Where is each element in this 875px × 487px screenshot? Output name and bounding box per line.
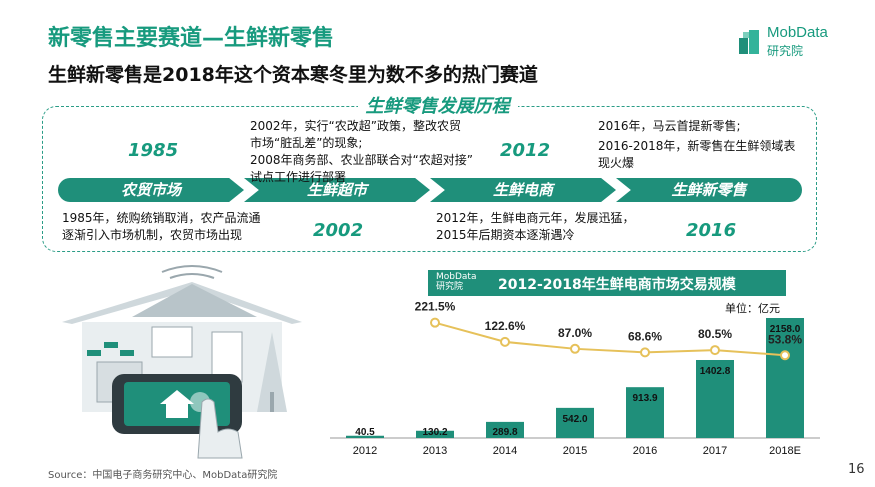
bar-value-label: 2158.0 [770,324,801,335]
growth-label: 80.5% [698,327,732,341]
stage-desc-4: 2016年，马云首提新零售; 2016-2018年，新零售在生鲜领域表 现火爆 [598,119,796,170]
growth-label: 68.6% [628,329,662,343]
x-tick-label: 2018E [769,445,801,457]
page-title: 新零售主要赛道—生鲜新零售 [48,26,335,51]
growth-line [434,321,786,357]
stage-year-3: 2012 [500,140,551,161]
stage-year-2: 2002 [313,220,364,241]
logo-name: MobData [767,24,828,41]
x-tick-label: 2012 [353,445,377,457]
stage-label-3: 生鲜电商 [430,178,616,202]
brand-logo: MobData 研究院 [737,22,847,62]
growth-label: 221.5% [415,300,456,314]
hand-icon [197,398,243,459]
bar-value-label: 913.9 [632,393,657,404]
growth-point [570,343,580,354]
bar [696,359,734,438]
bar-value-label: 289.8 [492,427,517,438]
bar-value-label: 542.0 [562,414,587,425]
stage-desc-1: 1985年，统购统销取消，农产品流通 逐渐引入市场机制，农贸市场出现 [62,211,261,242]
cubes-logo-icon [739,30,759,54]
stage-year-1: 1985 [128,140,179,161]
bar [626,387,664,438]
logo-sub: 研究院 [767,44,804,58]
growth-label: 53.8% [768,332,802,346]
growth-label: 87.0% [558,326,592,340]
growth-label: 122.6% [485,319,526,333]
bar [486,421,524,438]
chart-title: 2012-2018年生鲜电商市场交易规模 [498,277,736,293]
growth-point [780,350,790,361]
x-tick-label: 2014 [493,445,517,457]
chart-header: MobData 研究院 2012-2018年生鲜电商市场交易规模 [428,270,786,296]
smart-home-illustration [62,265,302,459]
source-note: Source：中国电子商务研究中心、MobData研究院 [48,470,278,481]
page-subtitle: 生鲜新零售是2018年这个资本寒冬里为数不多的热门赛道 [48,64,538,86]
stage-desc-3: 2012年，生鲜电商元年，发展迅猛， 2015年后期资本逐渐遇冷 [436,211,635,242]
bar [346,435,384,438]
bar-value-label: 1402.8 [700,366,731,377]
x-tick-label: 2015 [563,445,587,457]
bar-value-label: 40.5 [355,427,375,438]
x-tick-label: 2017 [703,445,727,457]
chart-unit: 单位：亿元 [725,302,780,315]
page-number: 16 [848,462,865,477]
growth-point [500,336,510,347]
stage-desc-2: 2002年，实行“农改超”政策，整改农贸 市场“脏乱差”的现象; 2008年商务… [250,119,473,184]
growth-point [640,347,650,358]
stage-label-4: 生鲜新零售 [616,178,802,202]
x-tick-label: 2016 [633,445,657,457]
x-tick-label: 2013 [423,445,447,457]
bar [766,318,804,438]
stage-label-1: 农贸市场 [58,178,244,202]
bar [416,430,454,438]
growth-point [430,317,440,328]
timeline-title: 生鲜零售发展历程 [0,92,875,118]
growth-point [710,345,720,356]
bar [556,407,594,438]
chart-header-logo: MobData 研究院 [436,272,477,292]
bar-value-label: 130.2 [422,427,447,438]
stage-label-2: 生鲜超市 [244,178,430,202]
stage-year-4: 2016 [686,220,737,241]
